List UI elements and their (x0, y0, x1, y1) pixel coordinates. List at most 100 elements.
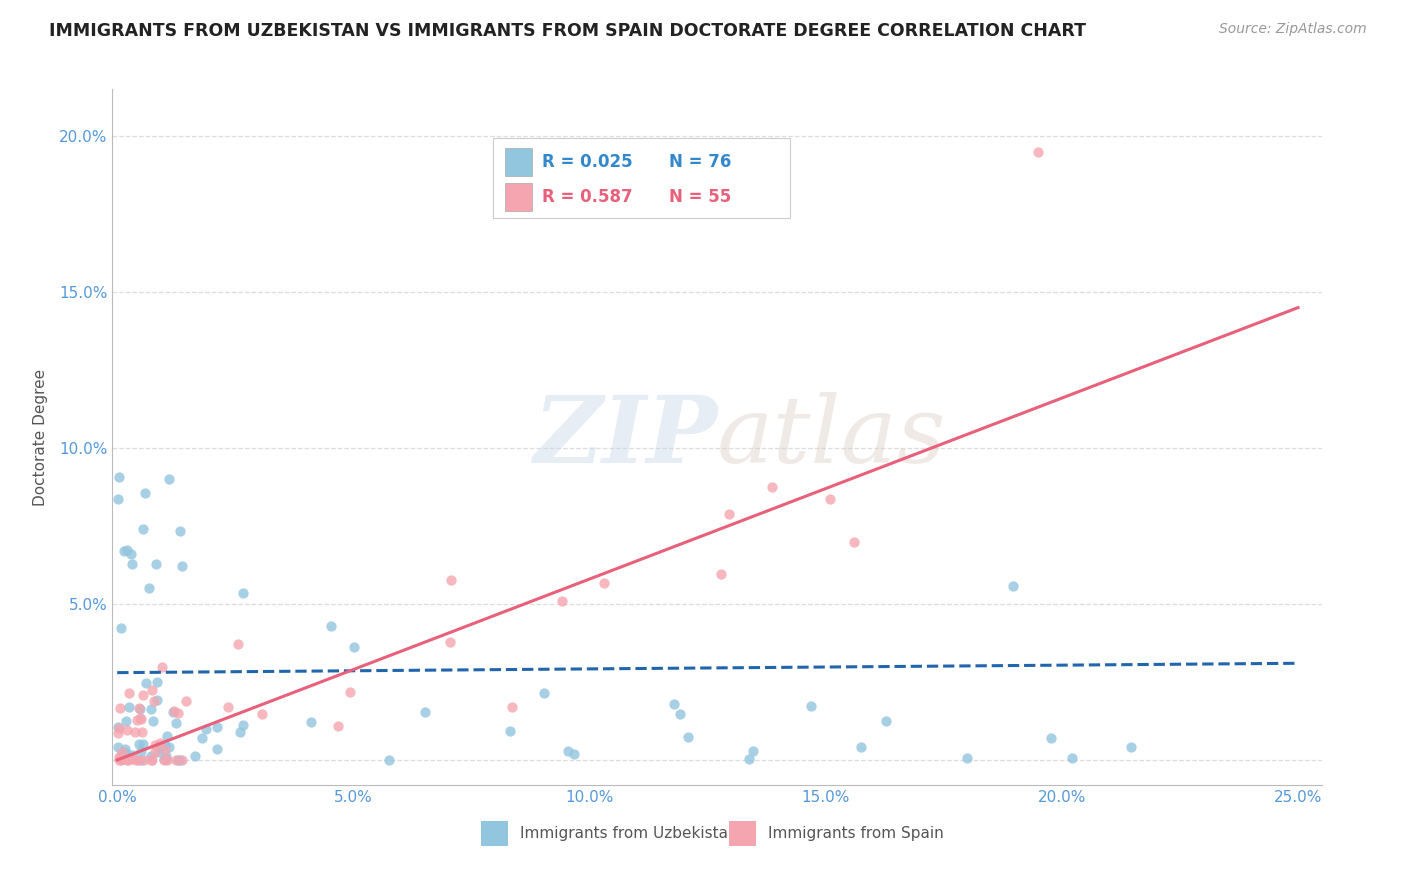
Bar (730, 822, 756, 846)
Point (128, 737, 150, 751)
Point (121, 558, 143, 572)
Point (956, 751, 979, 765)
Point (143, 745, 166, 759)
Point (439, 635, 461, 649)
Point (232, 586, 254, 600)
Point (132, 753, 155, 767)
Point (501, 700, 523, 714)
Point (153, 753, 176, 767)
Y-axis label: Doctorate Degree: Doctorate Degree (34, 368, 48, 506)
Point (118, 686, 141, 700)
Point (207, 741, 229, 756)
Text: IMMIGRANTS FROM UZBEKISTAN VS IMMIGRANTS FROM SPAIN DOCTORATE DEGREE CORRELATION: IMMIGRANTS FROM UZBEKISTAN VS IMMIGRANTS… (49, 22, 1087, 40)
Text: N = 76: N = 76 (669, 153, 731, 171)
Text: Immigrants from Spain: Immigrants from Spain (768, 826, 943, 841)
Point (1039, 731, 1062, 746)
Point (1002, 579, 1025, 593)
Point (851, 739, 873, 754)
Point (339, 685, 361, 699)
Point (413, 705, 436, 719)
Point (129, 702, 152, 716)
Point (191, 731, 214, 745)
Point (111, 751, 134, 765)
Point (226, 637, 249, 651)
Point (107, 721, 129, 735)
Point (120, 547, 142, 561)
Point (184, 748, 207, 763)
Point (138, 582, 160, 596)
Point (139, 753, 162, 767)
Text: R = 0.587: R = 0.587 (541, 188, 633, 206)
Point (162, 705, 184, 719)
Point (557, 744, 579, 758)
Point (717, 508, 740, 522)
Point (142, 714, 165, 728)
Point (127, 753, 149, 767)
Point (163, 704, 186, 718)
Point (117, 753, 139, 767)
Point (499, 723, 522, 738)
Point (664, 697, 686, 711)
Point (157, 472, 180, 486)
Point (742, 743, 765, 757)
Point (1026, 145, 1049, 159)
Point (166, 706, 188, 720)
Point (143, 738, 166, 752)
Point (150, 659, 173, 673)
Point (125, 713, 148, 727)
Point (710, 566, 733, 581)
Point (155, 749, 177, 764)
Point (737, 752, 759, 766)
Point (157, 740, 180, 755)
Point (115, 723, 138, 737)
Point (132, 688, 155, 702)
Point (170, 558, 193, 573)
Bar (506, 183, 531, 211)
Point (132, 522, 155, 536)
Point (761, 479, 783, 493)
Point (114, 742, 136, 756)
Point (149, 741, 172, 756)
Point (107, 720, 129, 734)
Point (156, 730, 179, 744)
Point (1119, 739, 1142, 754)
Point (299, 715, 322, 730)
Point (107, 739, 129, 754)
Point (112, 543, 135, 558)
Point (114, 745, 136, 759)
Point (165, 753, 187, 767)
Text: R = 0.025: R = 0.025 (541, 153, 633, 171)
Point (153, 752, 176, 766)
Point (107, 492, 129, 507)
Point (146, 693, 169, 707)
Point (172, 753, 194, 767)
Point (115, 542, 138, 557)
Text: Source: ZipAtlas.com: Source: ZipAtlas.com (1219, 22, 1367, 37)
Point (141, 683, 163, 698)
Point (146, 675, 169, 690)
Point (108, 750, 131, 764)
Point (153, 738, 176, 752)
Point (165, 715, 187, 730)
Point (112, 748, 135, 763)
Point (562, 747, 585, 762)
Point (252, 706, 274, 721)
Point (217, 699, 239, 714)
Point (155, 752, 177, 766)
Point (128, 701, 150, 715)
Point (141, 748, 163, 763)
Point (205, 720, 228, 734)
Point (676, 730, 699, 744)
Point (107, 726, 129, 740)
Point (800, 699, 823, 714)
Point (146, 745, 169, 759)
Point (229, 725, 252, 739)
Point (141, 702, 163, 716)
Bar (494, 138, 790, 218)
Point (319, 619, 342, 633)
Bar (481, 822, 508, 846)
Point (132, 737, 155, 751)
Point (121, 752, 143, 766)
Point (129, 744, 152, 758)
Text: atlas: atlas (717, 392, 946, 482)
